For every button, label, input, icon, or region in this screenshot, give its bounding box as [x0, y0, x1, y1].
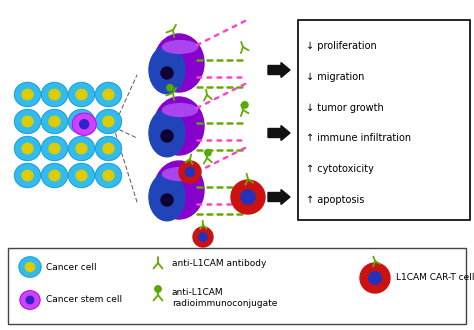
FancyArrow shape [268, 125, 290, 141]
Ellipse shape [149, 109, 185, 157]
Text: L1CAM CAR-T cell: L1CAM CAR-T cell [396, 274, 474, 282]
Ellipse shape [154, 34, 204, 92]
Ellipse shape [22, 89, 33, 100]
Text: anti-L1CAM antibody: anti-L1CAM antibody [172, 258, 266, 268]
Circle shape [242, 102, 248, 108]
Bar [298, 20, 470, 220]
Circle shape [167, 84, 173, 91]
Ellipse shape [42, 82, 67, 107]
Text: Cancer stem cell: Cancer stem cell [46, 295, 122, 305]
Ellipse shape [69, 163, 94, 187]
Circle shape [199, 233, 207, 241]
Ellipse shape [20, 291, 40, 309]
Ellipse shape [103, 116, 114, 127]
Circle shape [369, 272, 381, 284]
Ellipse shape [76, 170, 87, 181]
Ellipse shape [76, 116, 87, 127]
Ellipse shape [95, 82, 121, 107]
Ellipse shape [15, 163, 40, 187]
Ellipse shape [49, 143, 60, 154]
Circle shape [161, 194, 173, 206]
Ellipse shape [76, 143, 87, 154]
Ellipse shape [95, 163, 121, 187]
Ellipse shape [49, 89, 60, 100]
Ellipse shape [42, 163, 67, 187]
Ellipse shape [69, 82, 94, 107]
Ellipse shape [69, 137, 94, 160]
Bar [8, 248, 466, 324]
Ellipse shape [95, 137, 121, 160]
Text: anti-L1CAM
radioimmunoconjugate: anti-L1CAM radioimmunoconjugate [172, 288, 277, 309]
Ellipse shape [22, 116, 33, 127]
Circle shape [185, 167, 195, 177]
Circle shape [231, 180, 265, 214]
Ellipse shape [163, 104, 198, 116]
Ellipse shape [69, 110, 94, 134]
FancyArrow shape [268, 62, 290, 78]
Ellipse shape [19, 257, 41, 277]
Ellipse shape [76, 89, 87, 100]
Circle shape [161, 67, 173, 79]
Ellipse shape [49, 116, 60, 127]
Ellipse shape [95, 110, 121, 134]
Text: ↑ apoptosis: ↑ apoptosis [306, 195, 365, 205]
Ellipse shape [103, 143, 114, 154]
Ellipse shape [15, 110, 40, 134]
Ellipse shape [149, 173, 185, 221]
Text: ↓ tumor growth: ↓ tumor growth [306, 103, 384, 113]
Ellipse shape [163, 41, 198, 53]
Ellipse shape [163, 168, 198, 181]
Circle shape [161, 130, 173, 142]
Ellipse shape [103, 170, 114, 181]
Ellipse shape [42, 110, 67, 134]
Text: ↑ cytotoxicity: ↑ cytotoxicity [306, 164, 374, 174]
Circle shape [155, 286, 161, 292]
Ellipse shape [26, 296, 34, 304]
Ellipse shape [154, 97, 204, 155]
FancyArrow shape [268, 189, 290, 205]
Ellipse shape [42, 137, 67, 160]
Circle shape [193, 227, 213, 247]
Ellipse shape [154, 161, 204, 219]
Text: ↓ proliferation: ↓ proliferation [306, 41, 377, 51]
Text: ↓ migration: ↓ migration [306, 72, 365, 82]
Ellipse shape [149, 46, 185, 94]
Text: Cancer cell: Cancer cell [46, 262, 97, 272]
Circle shape [241, 190, 255, 204]
Ellipse shape [15, 82, 40, 107]
Ellipse shape [25, 263, 35, 271]
Ellipse shape [15, 137, 40, 160]
Ellipse shape [103, 89, 114, 100]
Circle shape [360, 263, 390, 293]
Ellipse shape [22, 170, 33, 181]
Ellipse shape [49, 170, 60, 181]
Ellipse shape [72, 113, 96, 135]
Ellipse shape [22, 143, 33, 154]
Text: ↑ immune infiltration: ↑ immune infiltration [306, 133, 411, 144]
Circle shape [205, 149, 211, 156]
Circle shape [179, 161, 201, 183]
Ellipse shape [80, 120, 89, 129]
